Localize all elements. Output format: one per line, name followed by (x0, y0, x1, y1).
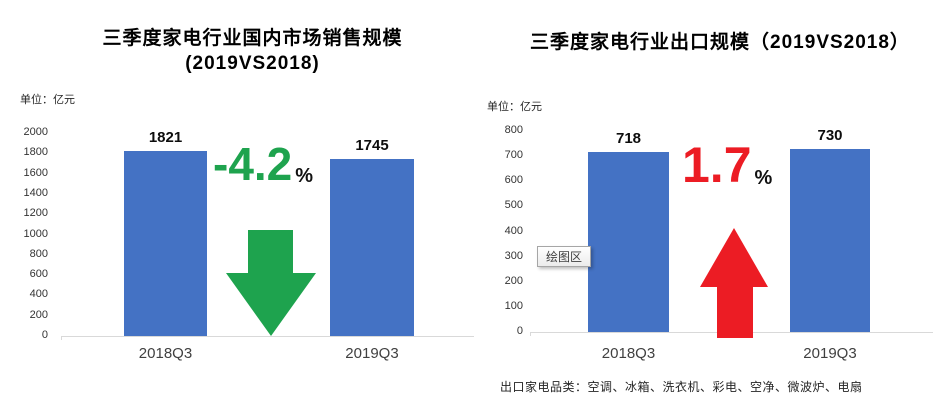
chart-title-line2: (2019VS2018) (185, 53, 320, 75)
chart-title-line1: 三季度家电行业出口规模（2019VS2018） (530, 32, 910, 53)
y-tick-label: 300 (504, 249, 523, 262)
bar-value-label: 718 (615, 130, 642, 147)
y-tick-label: 800 (29, 247, 48, 260)
bar-2019Q3[interactable] (330, 159, 414, 336)
bar-value-label: 730 (817, 127, 843, 144)
bar-value-label: 1821 (148, 129, 183, 146)
increase-arrow-icon (700, 228, 768, 338)
y-tick-label: 0 (41, 329, 48, 341)
decrease-arrow-icon (226, 230, 316, 336)
x-axis-line (61, 336, 474, 337)
y-tick-label: 600 (504, 174, 523, 187)
y-tick-label: 100 (504, 299, 523, 312)
y-tick-label: 200 (504, 274, 523, 287)
axis-tick-mark (530, 332, 531, 336)
y-tick-label: 800 (504, 124, 523, 136)
arrow-head (226, 273, 316, 336)
y-tick-label: 200 (29, 308, 48, 321)
y-tick-label: 1600 (23, 166, 48, 179)
y-tick-label: 1200 (23, 207, 48, 220)
y-tick-label: 500 (504, 199, 523, 212)
export-scale-chart: 三季度家电行业出口规模（2019VS2018） 单位：亿元 0 100 200 300… (473, 0, 947, 401)
unit-label: 单位：亿元 (20, 94, 75, 106)
percent-sign: % (754, 167, 773, 189)
change-value: 1.7 (682, 137, 752, 193)
y-tick-label: 1400 (23, 186, 48, 199)
change-annotation: -4.2 % (213, 138, 314, 190)
bar-value-label: 1745 (355, 137, 389, 154)
y-tick-label: 400 (29, 288, 48, 301)
y-tick-label: 1000 (23, 227, 48, 240)
y-tick-label: 2000 (23, 126, 48, 138)
plot-area[interactable]: 0 200 400 600 800 1000 1200 1400 1600 1800 2000 182… (0, 0, 474, 401)
axis-tick-mark (61, 336, 62, 340)
domestic-sales-chart: 三季度家电行业国内市场销售规模 (2019VS2018) 单位：亿元 0 200 4… (0, 0, 474, 401)
change-annotation: 1.7 % (682, 137, 773, 193)
y-tick-label: 700 (504, 149, 523, 162)
y-tick-label: 600 (29, 268, 48, 281)
export-categories-note: 出口家电品类：空调、冰箱、洗衣机、彩电、空净、微波炉、电扇 (500, 380, 863, 394)
percent-sign: % (295, 165, 314, 187)
unit-label: 单位：亿元 (487, 101, 542, 113)
plot-area-tooltip: 绘图区 (537, 246, 591, 267)
x-axis-label: 2018Q3 (601, 345, 656, 362)
bar-2018Q3[interactable] (124, 151, 207, 336)
arrow-stem (248, 230, 293, 274)
bar-2018Q3[interactable] (588, 152, 669, 332)
plot-area[interactable]: 0 100 200 300 400 500 600 700 800 718 2018Q3 730 201… (473, 0, 947, 401)
arrow-head (700, 228, 768, 287)
arrow-stem (717, 286, 753, 338)
chart-title: 三季度家电行业出口规模（2019VS2018） (491, 30, 947, 55)
chart-title: 三季度家电行业国内市场销售规模 (2019VS2018) (25, 26, 480, 76)
y-tick-label: 0 (516, 325, 523, 337)
x-axis-label: 2019Q3 (803, 345, 857, 362)
change-value: -4.2 (213, 138, 293, 190)
x-axis-label: 2019Q3 (345, 345, 399, 362)
chart-title-line1: 三季度家电行业国内市场销售规模 (102, 28, 403, 49)
y-tick-label: 400 (504, 224, 523, 237)
bar-2019Q3[interactable] (790, 149, 870, 332)
y-tick-label: 1800 (23, 146, 48, 159)
x-axis-label: 2018Q3 (138, 345, 193, 362)
